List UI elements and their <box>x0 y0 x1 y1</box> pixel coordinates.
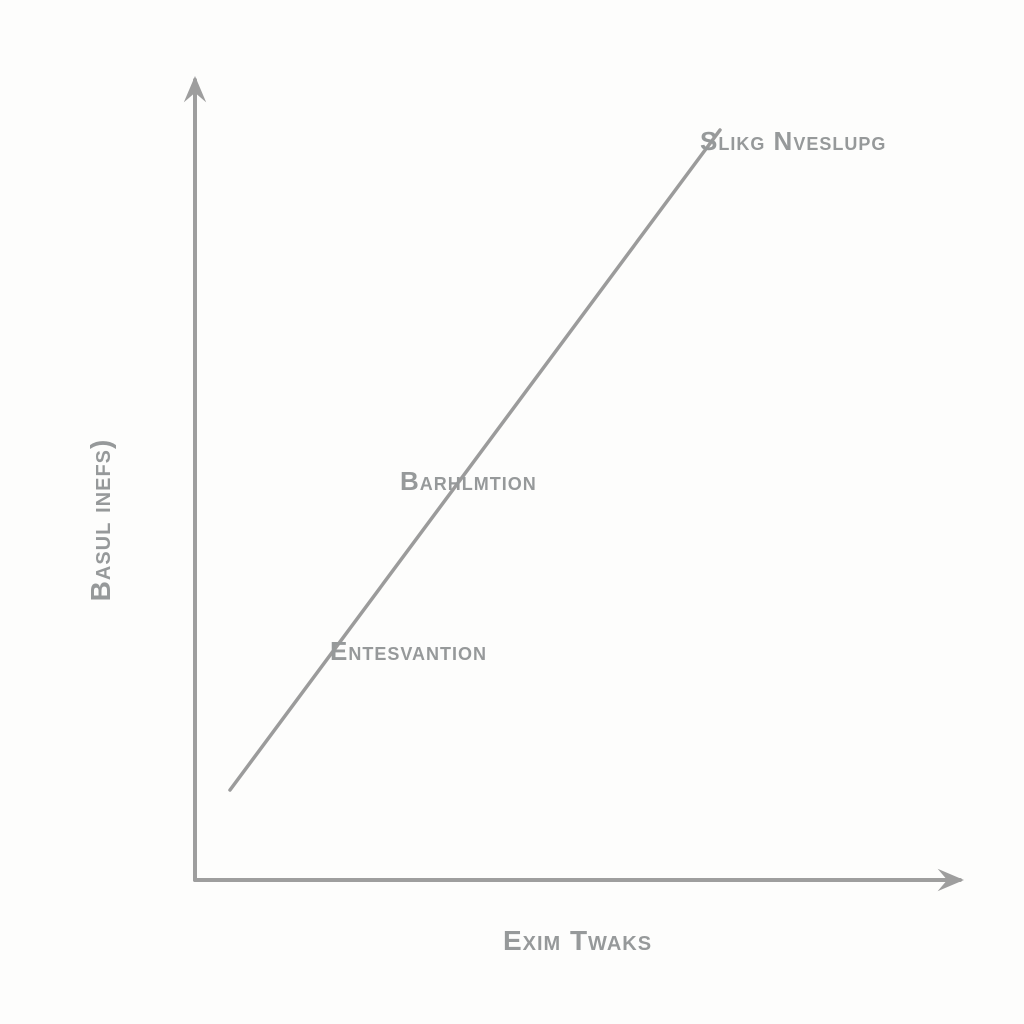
chart-container: Exim Twaks Basul inefs) Entesvantion Barh… <box>0 0 1024 1024</box>
annotation-label: Slikg Nveslupg <box>700 126 886 156</box>
x-axis-label: Exim Twaks <box>503 925 652 956</box>
annotation-label: Barhlmtion <box>400 466 537 496</box>
y-axis-label: Basul inefs) <box>85 439 116 602</box>
line-chart: Exim Twaks Basul inefs) Entesvantion Barh… <box>0 0 1024 1024</box>
annotation-label: Entesvantion <box>330 636 487 666</box>
